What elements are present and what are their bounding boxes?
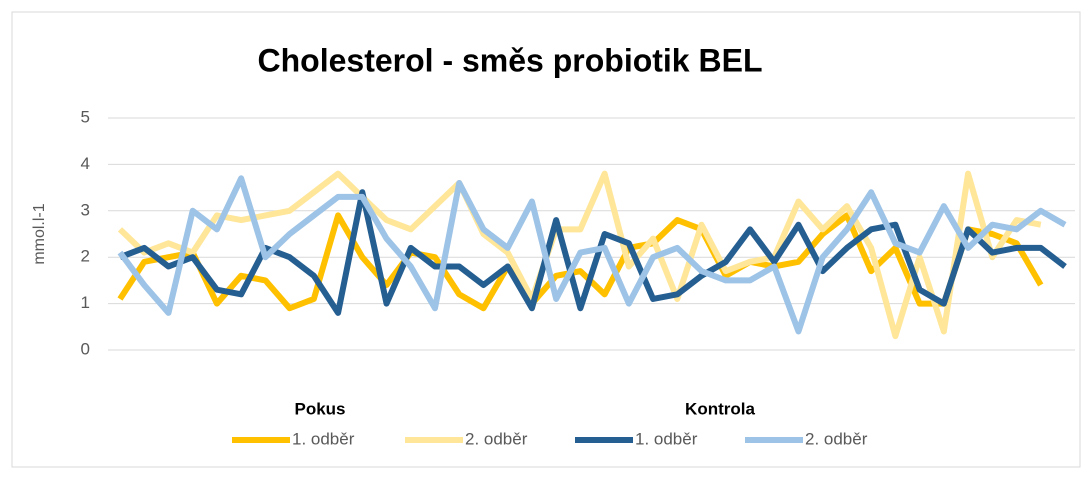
y-tick-label: 0 bbox=[81, 339, 90, 358]
y-tick-label: 5 bbox=[81, 107, 90, 126]
y-tick-label: 2 bbox=[81, 247, 90, 266]
data-line bbox=[117, 170, 1042, 340]
y-tick-label: 1 bbox=[81, 293, 90, 312]
legend-label: 1. odběr bbox=[292, 429, 355, 448]
legend-label: 2. odběr bbox=[465, 429, 528, 448]
data-line bbox=[117, 175, 1067, 335]
data-line bbox=[118, 189, 1067, 316]
chart-title: Cholesterol - směs probiotik BEL bbox=[258, 42, 763, 78]
chart-frame bbox=[11, 11, 1081, 468]
legend-label: 1. odběr bbox=[635, 429, 698, 448]
y-tick-label: 4 bbox=[81, 154, 90, 173]
y-axis-label: mmol.l-1 bbox=[31, 203, 48, 264]
y-tick-label: 3 bbox=[81, 200, 90, 219]
data-line bbox=[117, 212, 1044, 312]
legend-group: Pokus bbox=[294, 399, 345, 418]
legend-label: 2. odběr bbox=[805, 429, 868, 448]
legend-group: Kontrola bbox=[685, 399, 755, 418]
